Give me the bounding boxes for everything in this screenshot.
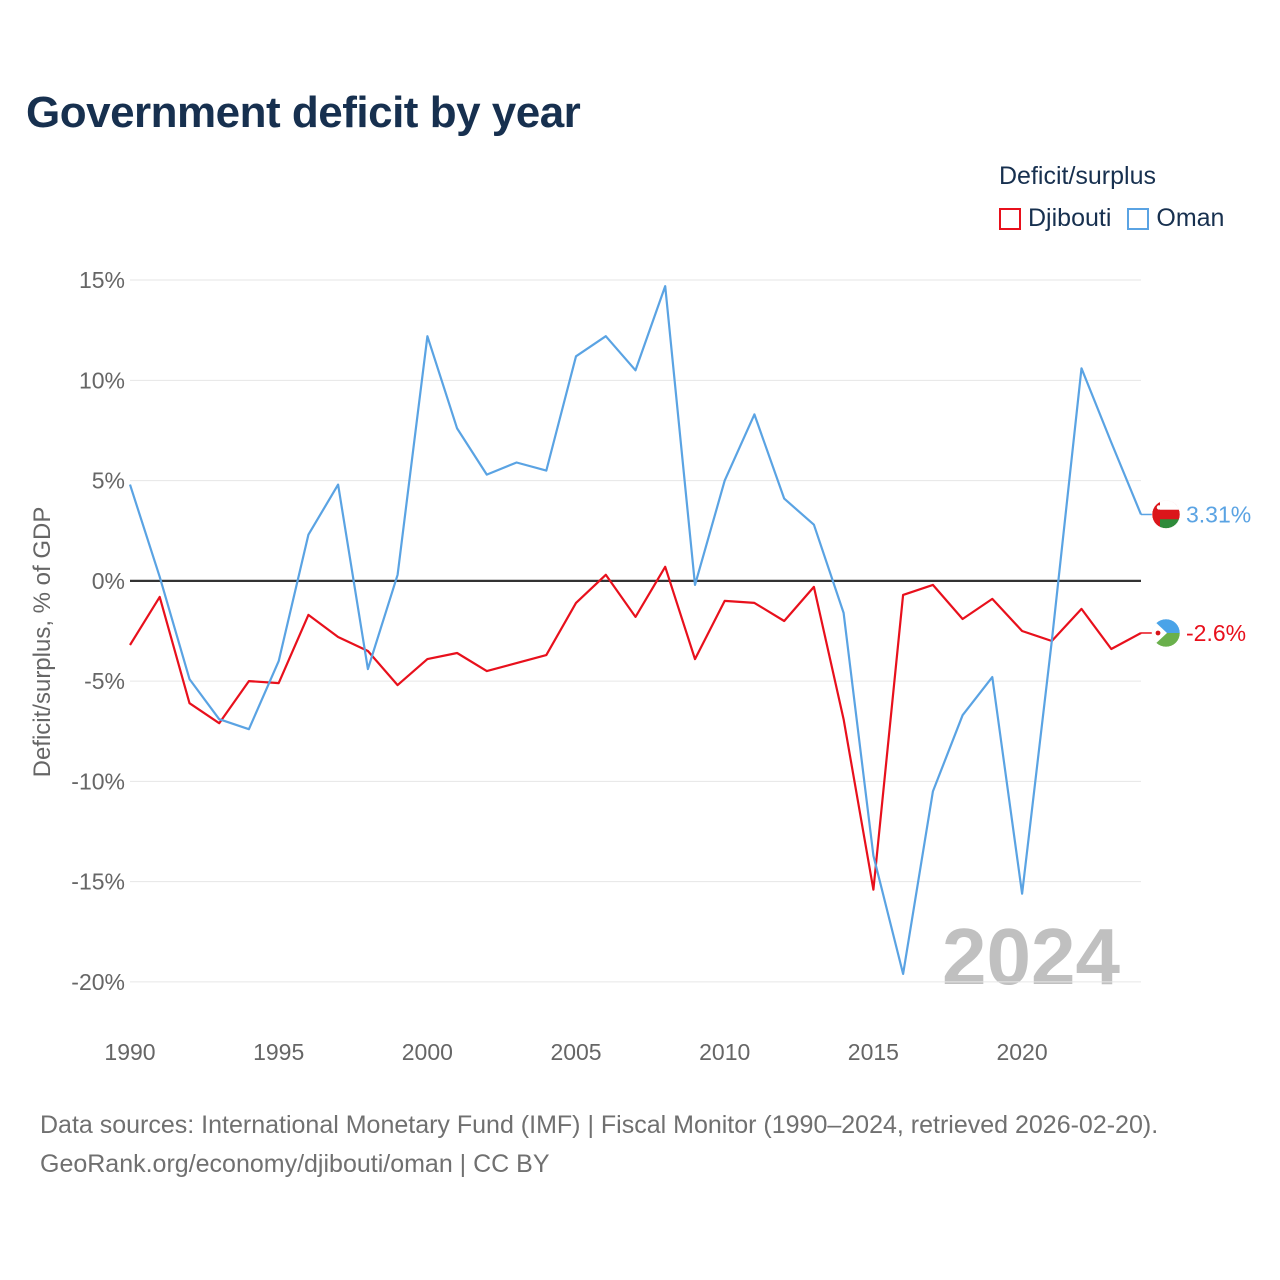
legend-label-djibouti: Djibouti	[1028, 204, 1112, 232]
footer: Data sources: International Monetary Fun…	[40, 1106, 1158, 1184]
year-stamp: 2024	[942, 912, 1120, 1001]
y-tick-label: -15%	[71, 869, 125, 895]
page-title: Government deficit by year	[26, 88, 581, 137]
series-line-djibouti[interactable]	[129, 565, 1142, 891]
x-tick-label: 2005	[550, 1039, 601, 1065]
x-tick-label: 1995	[253, 1039, 304, 1065]
y-tick-label: 10%	[79, 367, 125, 393]
x-tick-label: 2015	[848, 1039, 899, 1065]
legend-swatch-djibouti	[999, 207, 1021, 230]
y-tick-label: -20%	[71, 969, 125, 995]
line-chart: 2024 15% 10% 5% 0% -5% -10% -15% -20% 1990 1995 2…	[29, 267, 1251, 1065]
x-tick-label: 1990	[104, 1039, 155, 1065]
legend: Djibouti Oman	[999, 204, 1240, 233]
flag-icon-djibouti	[1151, 618, 1181, 648]
legend-item-djibouti[interactable]: Djibouti	[999, 204, 1111, 233]
x-tick-label: 2010	[699, 1039, 750, 1065]
legend-swatch-oman	[1127, 207, 1150, 230]
y-axis-title: Deficit/surplus, % of GDP	[29, 507, 56, 778]
legend-item-oman[interactable]: Oman	[1127, 204, 1224, 233]
series-line-oman[interactable]	[128, 285, 1143, 976]
legend-label-oman: Oman	[1156, 204, 1225, 232]
end-label-oman: 3.31%	[1186, 501, 1251, 527]
y-tick-label: -5%	[84, 668, 125, 694]
x-tick-label: 2000	[402, 1039, 453, 1065]
y-tick-label: 15%	[79, 267, 125, 293]
x-tick-label: 2020	[996, 1039, 1047, 1065]
end-label-djibouti: -2.6%	[1186, 620, 1246, 646]
y-tick-label: 0%	[92, 568, 125, 594]
legend-title: Deficit/surplus	[999, 162, 1156, 190]
y-tick-label: 5%	[92, 468, 125, 494]
source-link[interactable]: GeoRank.org/economy/djibouti/oman | CC B…	[40, 1150, 550, 1178]
y-tick-label: -10%	[71, 768, 125, 794]
data-source-text: Data sources: International Monetary Fun…	[40, 1111, 1159, 1139]
flag-icon-oman	[1151, 500, 1181, 529]
